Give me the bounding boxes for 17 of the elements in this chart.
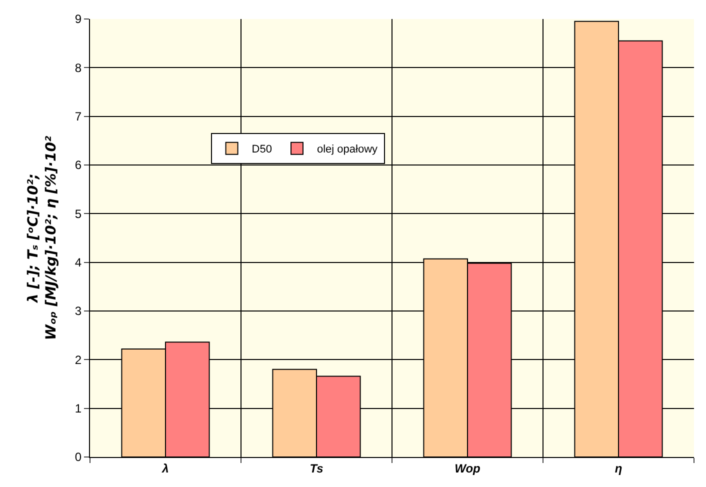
y-tick-label: 5 bbox=[74, 206, 82, 221]
legend-label: olej opałowy bbox=[316, 144, 378, 156]
y-tick-label: 2 bbox=[74, 352, 82, 367]
y-tick-label: 4 bbox=[74, 256, 82, 270]
y-tick-label: 6 bbox=[74, 158, 82, 172]
x-tick-label: λ bbox=[161, 461, 169, 476]
y-tick-label: 0 bbox=[74, 450, 82, 464]
y-tick-label: 7 bbox=[74, 110, 82, 124]
legend-label: D50 bbox=[252, 144, 272, 156]
x-tick-label: Ts bbox=[310, 461, 324, 476]
y-tick-label: 8 bbox=[74, 60, 82, 75]
y-tick-label: 3 bbox=[74, 304, 82, 318]
y-axis-title: λ [-]; Tₛ [ᵒC]·10²; Wₒₚ [MJ/kg]·10²; η [%]·10² bbox=[25, 135, 60, 340]
x-tick-label: Wop bbox=[454, 461, 480, 476]
y-tick-label: 9 bbox=[74, 12, 82, 26]
x-tick-label: η bbox=[614, 461, 622, 476]
y-tick-label: 1 bbox=[74, 402, 82, 416]
